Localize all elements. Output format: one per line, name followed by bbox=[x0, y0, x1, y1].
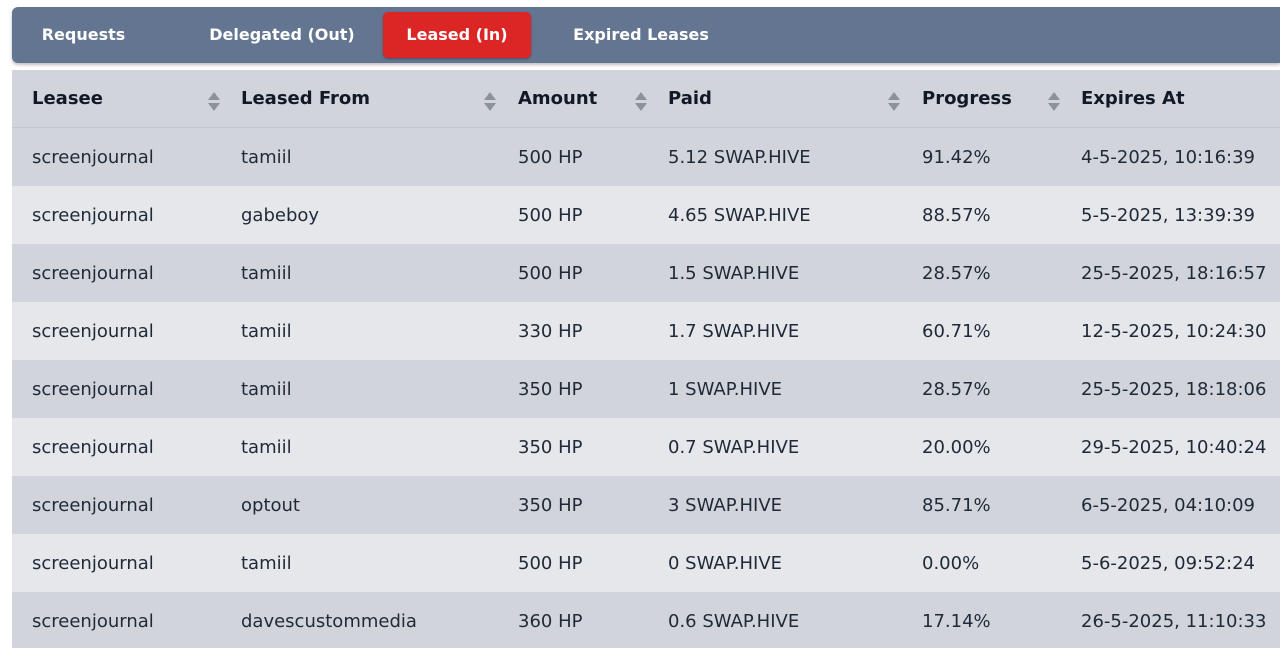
cell-expires-at: 4-5-2025, 10:16:39 bbox=[1061, 127, 1280, 186]
cell-progress: 28.57% bbox=[902, 244, 1061, 302]
cell-leasee: screenjournal bbox=[12, 244, 221, 302]
table-row: screenjournal gabeboy 500 HP 4.65 SWAP.HIVE… bbox=[12, 186, 1280, 244]
cell-expires-at: 6-5-2025, 04:10:09 bbox=[1061, 476, 1280, 534]
cell-leased-from: tamiil bbox=[221, 360, 498, 418]
cell-paid: 4.65 SWAP.HIVE bbox=[648, 186, 902, 244]
cell-leased-from: tamiil bbox=[221, 534, 498, 592]
cell-expires-at: 25-5-2025, 18:18:06 bbox=[1061, 360, 1280, 418]
cell-paid: 5.12 SWAP.HIVE bbox=[648, 127, 902, 186]
column-header-progress[interactable]: Progress bbox=[902, 70, 1061, 128]
cell-expires-at: 26-5-2025, 11:10:33 bbox=[1061, 592, 1280, 648]
column-header-leasee[interactable]: Leasee bbox=[12, 70, 221, 128]
cell-progress: 88.57% bbox=[902, 186, 1061, 244]
cell-expires-at: 12-5-2025, 10:24:30 bbox=[1061, 302, 1280, 360]
table-row: screenjournal tamiil 500 HP 0 SWAP.HIVE 0.00… bbox=[12, 534, 1280, 592]
table-row: screenjournal tamiil 350 HP 1 SWAP.HIVE 28.5… bbox=[12, 360, 1280, 418]
cell-paid: 0.7 SWAP.HIVE bbox=[648, 418, 902, 476]
cell-amount: 350 HP bbox=[498, 360, 648, 418]
cell-amount: 330 HP bbox=[498, 302, 648, 360]
column-header-leased-from[interactable]: Leased From bbox=[221, 70, 498, 128]
lease-tab-bar: Requests Delegated (Out) Leased (In) Exp… bbox=[12, 7, 1280, 63]
cell-paid: 1.7 SWAP.HIVE bbox=[648, 302, 902, 360]
cell-progress: 91.42% bbox=[902, 127, 1061, 186]
sort-icon[interactable] bbox=[1048, 92, 1060, 112]
column-header-expires-at[interactable]: Expires At bbox=[1061, 70, 1280, 128]
cell-leased-from: optout bbox=[221, 476, 498, 534]
column-header-label: Amount bbox=[518, 88, 598, 109]
cell-paid: 3 SWAP.HIVE bbox=[648, 476, 902, 534]
column-header-label: Leasee bbox=[32, 88, 103, 109]
table-row: screenjournal tamiil 500 HP 1.5 SWAP.HIVE 28… bbox=[12, 244, 1280, 302]
leases-table: Leasee Leased From Amount Paid Progress bbox=[12, 70, 1280, 648]
table-row: screenjournal tamiil 500 HP 5.12 SWAP.HIVE 9… bbox=[12, 127, 1280, 186]
cell-leased-from: gabeboy bbox=[221, 186, 498, 244]
table-row: screenjournal optout 350 HP 3 SWAP.HIVE 85.7… bbox=[12, 476, 1280, 534]
cell-amount: 360 HP bbox=[498, 592, 648, 648]
sort-icon[interactable] bbox=[888, 92, 900, 112]
cell-amount: 500 HP bbox=[498, 534, 648, 592]
leases-table-container: Leasee Leased From Amount Paid Progress bbox=[12, 70, 1280, 648]
table-row: screenjournal tamiil 330 HP 1.7 SWAP.HIVE 60… bbox=[12, 302, 1280, 360]
cell-leased-from: tamiil bbox=[221, 127, 498, 186]
table-row: screenjournal davescustommedia 360 HP 0.6 S… bbox=[12, 592, 1280, 648]
column-header-label: Leased From bbox=[241, 88, 371, 109]
cell-amount: 350 HP bbox=[498, 476, 648, 534]
cell-expires-at: 25-5-2025, 18:16:57 bbox=[1061, 244, 1280, 302]
cell-leasee: screenjournal bbox=[12, 127, 221, 186]
cell-expires-at: 5-5-2025, 13:39:39 bbox=[1061, 186, 1280, 244]
cell-progress: 28.57% bbox=[902, 360, 1061, 418]
cell-amount: 500 HP bbox=[498, 186, 648, 244]
cell-expires-at: 29-5-2025, 10:40:24 bbox=[1061, 418, 1280, 476]
cell-progress: 0.00% bbox=[902, 534, 1061, 592]
tab-delegated-out[interactable]: Delegated (Out) bbox=[209, 25, 355, 44]
tab-requests[interactable]: Requests bbox=[41, 25, 126, 44]
cell-leasee: screenjournal bbox=[12, 476, 221, 534]
cell-paid: 1.5 SWAP.HIVE bbox=[648, 244, 902, 302]
column-header-label: Expires At bbox=[1081, 88, 1185, 109]
cell-leasee: screenjournal bbox=[12, 592, 221, 648]
sort-icon[interactable] bbox=[635, 92, 647, 112]
cell-progress: 85.71% bbox=[902, 476, 1061, 534]
sort-icon[interactable] bbox=[484, 92, 496, 112]
cell-leasee: screenjournal bbox=[12, 302, 221, 360]
cell-paid: 0 SWAP.HIVE bbox=[648, 534, 902, 592]
cell-leasee: screenjournal bbox=[12, 360, 221, 418]
sort-icon[interactable] bbox=[208, 92, 220, 112]
table-header-row: Leasee Leased From Amount Paid Progress bbox=[12, 70, 1280, 128]
tab-leased-in[interactable]: Leased (In) bbox=[383, 12, 531, 58]
cell-leasee: screenjournal bbox=[12, 186, 221, 244]
cell-leasee: screenjournal bbox=[12, 534, 221, 592]
leases-table-body: screenjournal tamiil 500 HP 5.12 SWAP.HIVE 9… bbox=[12, 127, 1280, 648]
cell-paid: 1 SWAP.HIVE bbox=[648, 360, 902, 418]
cell-progress: 20.00% bbox=[902, 418, 1061, 476]
cell-amount: 350 HP bbox=[498, 418, 648, 476]
column-header-label: Progress bbox=[922, 88, 1012, 109]
cell-paid: 0.6 SWAP.HIVE bbox=[648, 592, 902, 648]
cell-leased-from: tamiil bbox=[221, 302, 498, 360]
cell-progress: 60.71% bbox=[902, 302, 1061, 360]
cell-leased-from: tamiil bbox=[221, 418, 498, 476]
tab-expired-leases[interactable]: Expired Leases bbox=[573, 25, 709, 44]
cell-amount: 500 HP bbox=[498, 127, 648, 186]
cell-progress: 17.14% bbox=[902, 592, 1061, 648]
column-header-paid[interactable]: Paid bbox=[648, 70, 902, 128]
column-header-amount[interactable]: Amount bbox=[498, 70, 648, 128]
column-header-label: Paid bbox=[668, 88, 712, 109]
table-row: screenjournal tamiil 350 HP 0.7 SWAP.HIVE 20… bbox=[12, 418, 1280, 476]
cell-amount: 500 HP bbox=[498, 244, 648, 302]
cell-leasee: screenjournal bbox=[12, 418, 221, 476]
cell-leased-from: tamiil bbox=[221, 244, 498, 302]
cell-leased-from: davescustommedia bbox=[221, 592, 498, 648]
cell-expires-at: 5-6-2025, 09:52:24 bbox=[1061, 534, 1280, 592]
